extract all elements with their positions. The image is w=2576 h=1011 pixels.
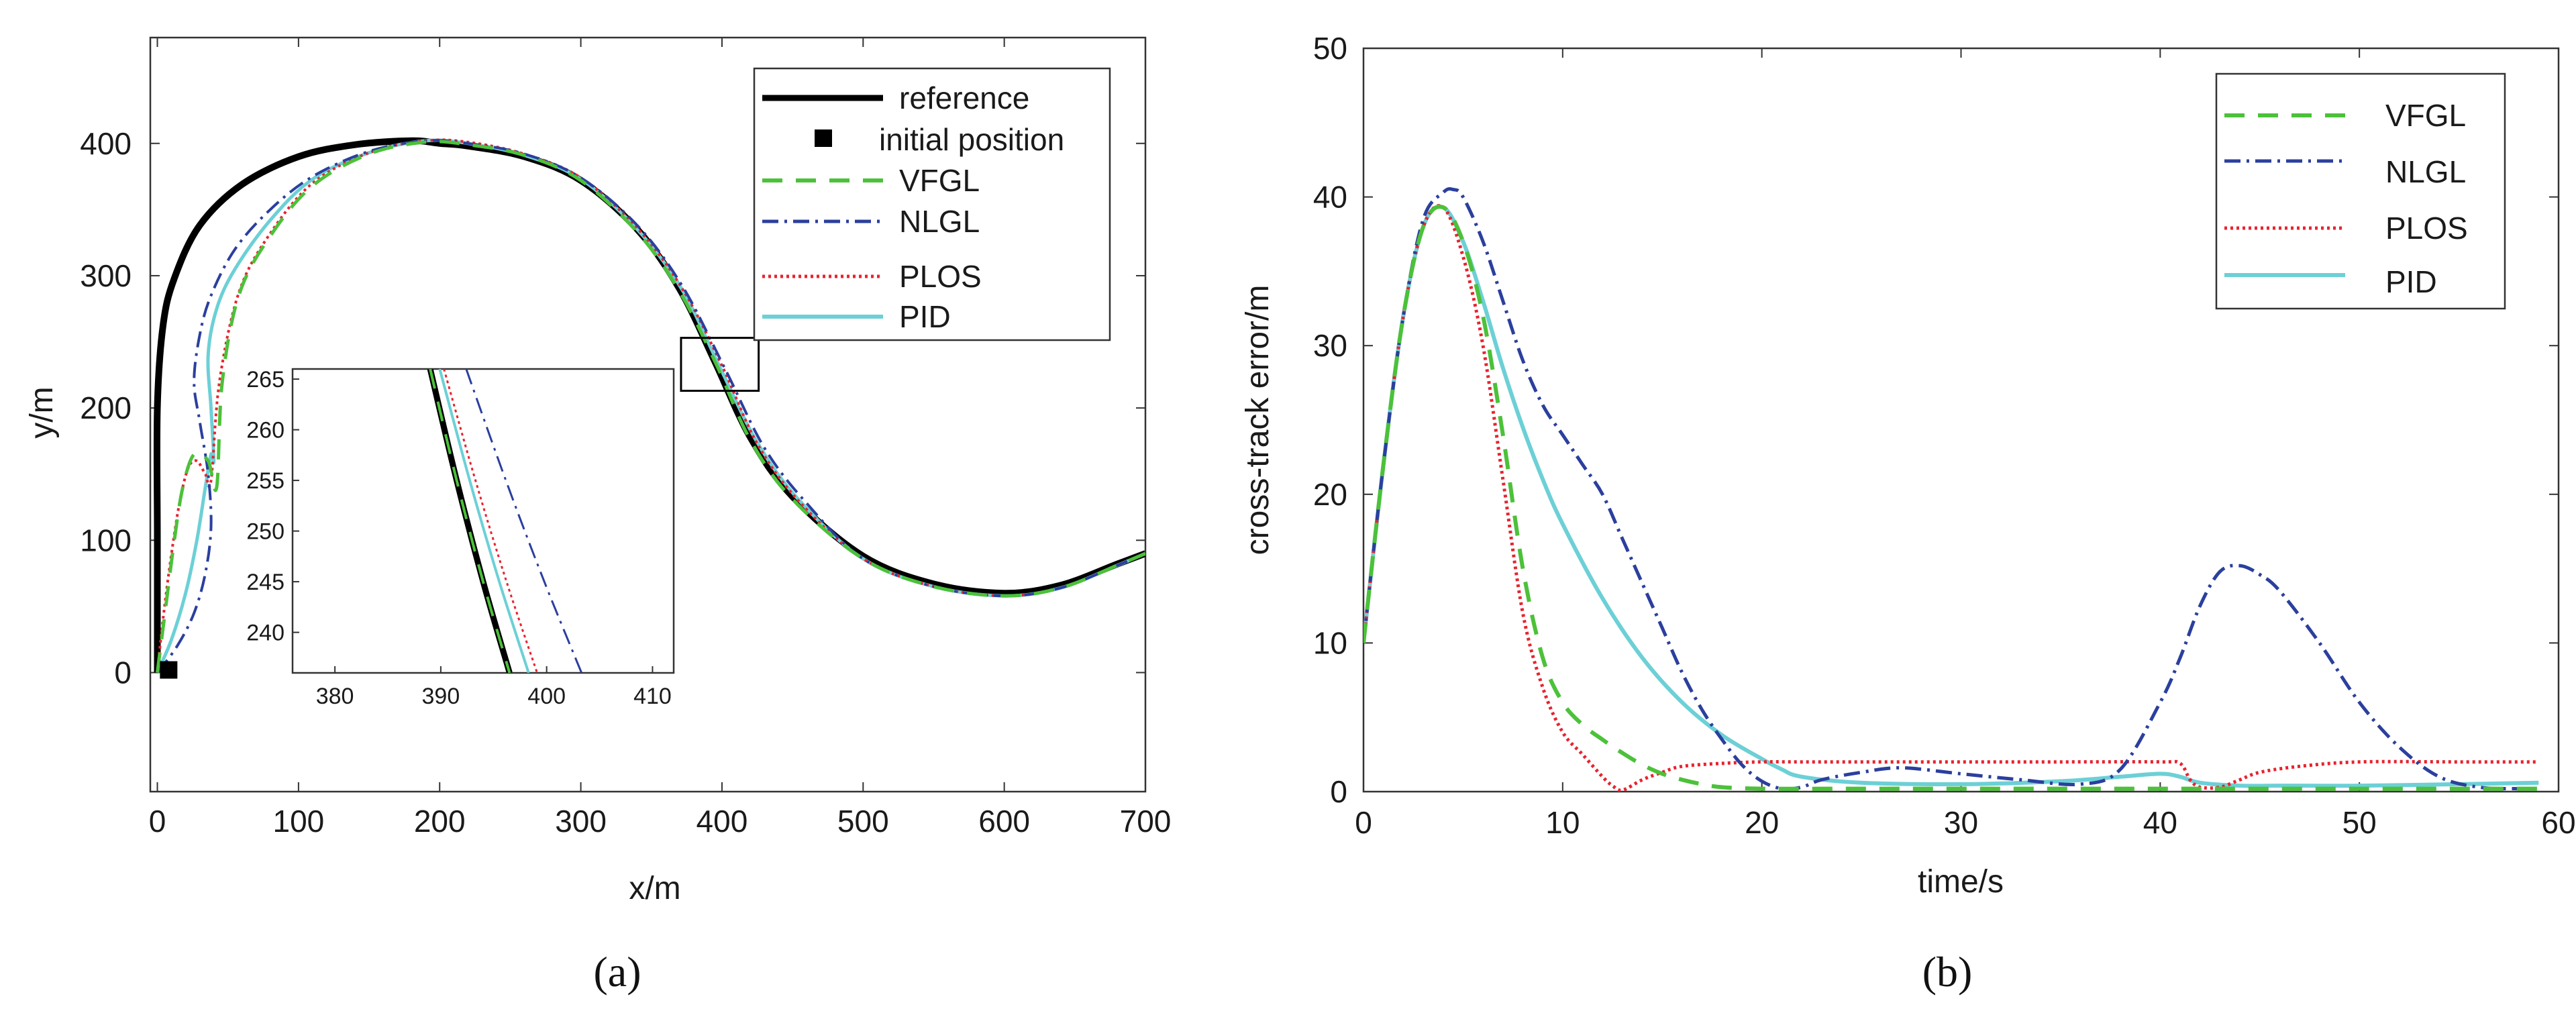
series-group-b	[1363, 187, 2539, 792]
legend-a-label-vfgl: VFGL	[899, 163, 980, 198]
subplot-label-a: (a)	[593, 948, 641, 996]
x-axis-label-a: x/m	[629, 871, 680, 906]
inset-x-tick-label: 400	[527, 684, 566, 709]
legend-b-label-nlgl: NLGL	[2385, 154, 2466, 189]
x-tick-label-a: 400	[697, 804, 748, 839]
x-tick-label-b: 10	[1545, 805, 1580, 840]
y-tick-label-a: 400	[80, 126, 132, 161]
legend-b-box	[2215, 72, 2506, 310]
y-tick-label-b: 30	[1313, 328, 1347, 363]
inset-y-tick-label: 265	[246, 367, 285, 392]
inset-y-tick-label: 255	[246, 468, 285, 494]
x-tick-label-b: 20	[1745, 805, 1779, 840]
y-axis-label-b: cross-track error/m	[1240, 285, 1276, 555]
y-tick-label-b: 40	[1313, 180, 1347, 215]
series-a-nlgl	[156, 139, 1145, 674]
legend-a-label-nlgl: NLGL	[899, 204, 980, 239]
inset-y-tick-label: 250	[246, 519, 285, 545]
y-tick-label-a: 100	[80, 523, 132, 557]
series-b-nlgl	[1363, 187, 2539, 791]
legend-b-label-pid: PID	[2385, 264, 2437, 299]
x-tick-label-a: 300	[555, 804, 607, 839]
inset-x-tick-label: 380	[316, 684, 354, 709]
x-tick-label-b: 30	[1944, 805, 1978, 840]
x-tick-label-a: 0	[149, 804, 166, 839]
series-group-a	[153, 137, 1145, 674]
inset-series-pid	[438, 369, 530, 673]
inset-axis-ticks: 380 390 400 410 240 245 250 255 260 265	[246, 367, 672, 709]
inset-series-group	[427, 369, 583, 673]
legend-a-box	[753, 67, 1111, 341]
series-b-vfgl	[1363, 205, 2539, 791]
subplot-label-b: (b)	[1922, 948, 1973, 996]
inset-x-tick-label: 410	[633, 684, 672, 709]
legend-b: VFGL NLGL PLOS PID	[2215, 72, 2506, 310]
y-axis-label-a: y/m	[24, 386, 60, 438]
zoom-inset: 380 390 400 410 240 245 250 255 260 265	[246, 367, 675, 709]
inset-y-tick-label: 260	[246, 418, 285, 443]
panel-b: 0 10 20 30 40 50 60 0 10 20 30 40 50 VFGL NLGL PLOS …	[1240, 31, 2576, 996]
y-tick-label-a: 200	[80, 390, 132, 425]
y-tick-label-b: 20	[1313, 477, 1347, 512]
y-tick-label-a: 300	[80, 258, 132, 293]
x-tick-label-a: 500	[837, 804, 889, 839]
legend-a-swatch-initial-position	[815, 129, 832, 147]
x-tick-label-a: 200	[414, 804, 466, 839]
legend-a-label-initial-position: initial position	[879, 122, 1064, 157]
x-tick-label-a: 100	[272, 804, 324, 839]
zoom-region-box	[680, 337, 760, 392]
legend-a-label-pid: PID	[899, 299, 951, 334]
axis-ticks-a: 0 100 200 300 400 500 600 700 0 100 200 300 400	[80, 38, 1171, 839]
x-tick-label-b: 50	[2342, 805, 2377, 840]
x-tick-label-b: 40	[2143, 805, 2177, 840]
legend-a-label-plos: PLOS	[899, 259, 982, 294]
inset-x-tick-label: 390	[422, 684, 460, 709]
y-tick-label-b: 0	[1330, 774, 1347, 809]
legend-a: reference initial position VFGL NLGL PLO…	[753, 67, 1111, 341]
legend-b-label-plos: PLOS	[2385, 211, 2468, 246]
axis-ticks-b: 0 10 20 30 40 50 60 0 10 20 30 40 50	[1313, 31, 2576, 840]
x-axis-label-b: time/s	[1918, 864, 2004, 900]
legend-b-label-vfgl: VFGL	[2385, 98, 2466, 133]
legend-a-label-reference: reference	[899, 81, 1029, 115]
y-tick-label-a: 0	[114, 655, 132, 690]
initial-position-marker	[160, 661, 178, 679]
inset-plot-area	[291, 368, 675, 674]
inset-y-tick-label: 240	[246, 621, 285, 646]
x-tick-label-b: 60	[2541, 805, 2575, 840]
x-tick-label-b: 0	[1355, 805, 1372, 840]
inset-series-vfgl	[429, 369, 511, 673]
inset-series-plos	[443, 369, 538, 673]
series-a-vfgl	[156, 140, 1145, 673]
series-b-plos	[1363, 204, 2539, 792]
inset-series-nlgl	[465, 369, 583, 673]
y-tick-label-b: 10	[1313, 625, 1347, 660]
x-tick-label-a: 600	[978, 804, 1030, 839]
x-tick-label-a: 700	[1120, 804, 1172, 839]
inset-y-tick-label: 245	[246, 570, 285, 595]
y-tick-label-b: 50	[1313, 31, 1347, 66]
